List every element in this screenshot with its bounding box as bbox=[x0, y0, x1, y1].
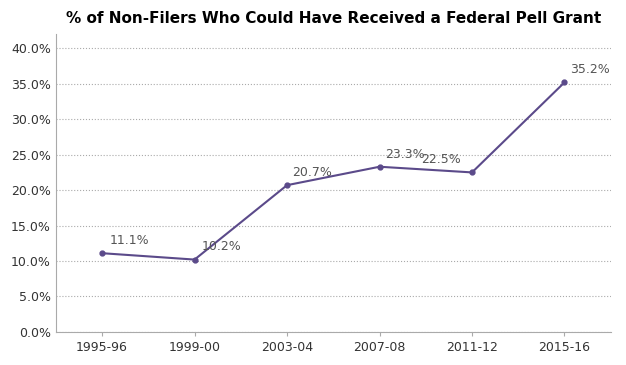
Text: 23.3%: 23.3% bbox=[385, 147, 424, 161]
Text: 20.7%: 20.7% bbox=[292, 166, 332, 179]
Title: % of Non-Filers Who Could Have Received a Federal Pell Grant: % of Non-Filers Who Could Have Received … bbox=[66, 11, 601, 26]
Text: 10.2%: 10.2% bbox=[202, 241, 242, 253]
Text: 35.2%: 35.2% bbox=[570, 63, 610, 76]
Text: 22.5%: 22.5% bbox=[421, 153, 461, 166]
Text: 11.1%: 11.1% bbox=[110, 234, 149, 247]
